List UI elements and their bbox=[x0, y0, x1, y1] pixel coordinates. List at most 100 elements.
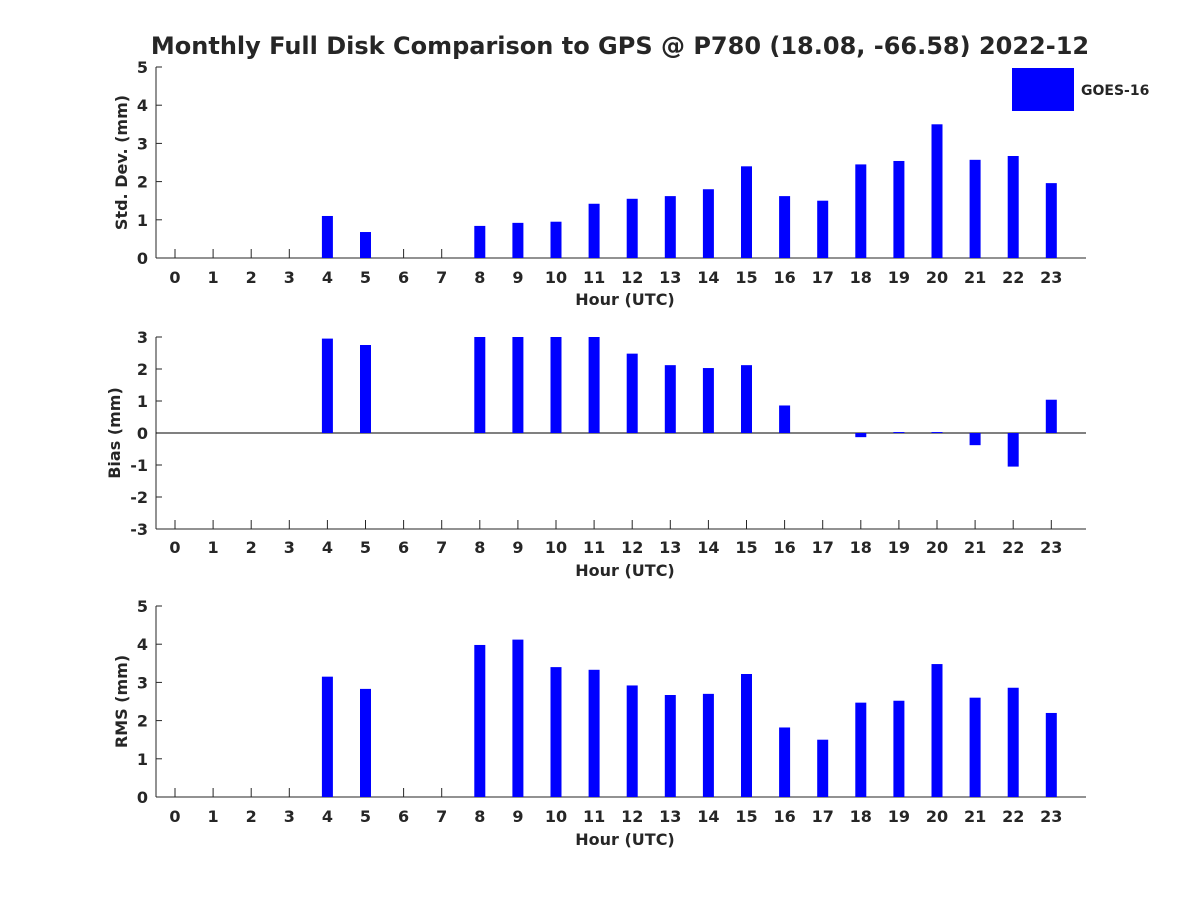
x-tick-label: 5 bbox=[360, 268, 371, 287]
x-tick-label: 18 bbox=[850, 268, 872, 287]
x-tick-label: 8 bbox=[474, 538, 485, 557]
bar-hour-22 bbox=[1007, 687, 1019, 797]
x-tick-label: 7 bbox=[436, 538, 447, 557]
x-tick-label: 10 bbox=[545, 268, 567, 287]
x-tick-label: 13 bbox=[659, 538, 681, 557]
x-tick-label: 3 bbox=[284, 268, 295, 287]
bar-hour-15 bbox=[741, 166, 752, 258]
y-tick-label: 1 bbox=[137, 211, 148, 230]
x-tick-label: 18 bbox=[850, 538, 872, 557]
x-tick-label: 0 bbox=[169, 807, 180, 826]
bar-hour-20 bbox=[931, 124, 943, 258]
legend-swatch-goes-16 bbox=[1012, 68, 1074, 111]
x-tick-label: 6 bbox=[398, 538, 409, 557]
x-tick-label: 15 bbox=[735, 268, 757, 287]
x-tick-label: 21 bbox=[964, 538, 986, 557]
x-tick-label: 2 bbox=[246, 268, 257, 287]
x-tick-label: 4 bbox=[322, 268, 333, 287]
bar-hour-16 bbox=[779, 405, 791, 433]
x-tick-label: 7 bbox=[436, 807, 447, 826]
bar-hour-20 bbox=[931, 664, 943, 797]
bar-hour-15 bbox=[741, 365, 752, 433]
legend-label-goes-16: GOES-16 bbox=[1081, 83, 1149, 99]
bar-hour-12 bbox=[626, 685, 638, 797]
x-tick-label: 20 bbox=[926, 538, 948, 557]
x-tick-label: 2 bbox=[246, 807, 257, 826]
x-tick-label: 3 bbox=[284, 538, 295, 557]
x-tick-label: 9 bbox=[512, 268, 523, 287]
x-axis-label: Hour (UTC) bbox=[575, 561, 675, 580]
y-tick-label: 0 bbox=[137, 424, 148, 443]
bar-hour-9 bbox=[512, 639, 524, 797]
y-tick-label: 1 bbox=[137, 392, 148, 411]
bar-hour-13 bbox=[664, 196, 676, 258]
x-tick-label: 16 bbox=[773, 538, 795, 557]
y-tick-label: 2 bbox=[137, 712, 148, 731]
x-tick-label: 22 bbox=[1002, 807, 1024, 826]
bar-hour-10 bbox=[550, 337, 562, 433]
x-tick-label: 19 bbox=[888, 268, 910, 287]
bar-hour-21 bbox=[969, 697, 981, 797]
bar-hour-13 bbox=[664, 695, 676, 797]
bar-hour-23 bbox=[1045, 183, 1057, 258]
x-tick-label: 5 bbox=[360, 807, 371, 826]
bar-hour-8 bbox=[474, 225, 486, 258]
x-tick-label: 17 bbox=[812, 538, 834, 557]
bar-hour-12 bbox=[626, 198, 638, 258]
x-tick-label: 21 bbox=[964, 268, 986, 287]
bar-hour-5 bbox=[360, 688, 371, 797]
x-tick-label: 1 bbox=[208, 538, 219, 557]
x-tick-label: 0 bbox=[169, 268, 180, 287]
x-tick-label: 0 bbox=[169, 538, 180, 557]
x-tick-label: 4 bbox=[322, 538, 333, 557]
bar-hour-14 bbox=[702, 189, 714, 258]
bar-hour-19 bbox=[893, 700, 905, 797]
x-tick-label: 2 bbox=[246, 538, 257, 557]
bar-hour-5 bbox=[360, 232, 371, 258]
y-tick-label: 3 bbox=[137, 673, 148, 692]
bar-hour-17 bbox=[817, 200, 829, 258]
bar-hour-14 bbox=[702, 693, 714, 797]
x-tick-label: 12 bbox=[621, 807, 643, 826]
x-tick-label: 14 bbox=[697, 268, 719, 287]
bar-hour-14 bbox=[702, 368, 714, 433]
x-tick-label: 16 bbox=[773, 807, 795, 826]
y-tick-label: -3 bbox=[130, 520, 148, 539]
bar-hour-16 bbox=[779, 727, 791, 797]
bar-hour-18 bbox=[855, 164, 867, 258]
x-tick-label: 10 bbox=[545, 538, 567, 557]
bar-hour-15 bbox=[741, 673, 752, 797]
bar-hour-4 bbox=[321, 215, 333, 258]
x-tick-label: 14 bbox=[697, 538, 719, 557]
x-tick-label: 3 bbox=[284, 807, 295, 826]
bar-hour-4 bbox=[321, 676, 333, 797]
bar-hour-4 bbox=[321, 338, 333, 433]
x-tick-label: 12 bbox=[621, 538, 643, 557]
y-tick-label: 2 bbox=[137, 360, 148, 379]
bar-hour-22 bbox=[1007, 156, 1019, 258]
y-tick-label: 1 bbox=[137, 750, 148, 769]
y-tick-label: 4 bbox=[137, 96, 148, 115]
x-tick-label: 17 bbox=[812, 807, 834, 826]
x-tick-label: 6 bbox=[398, 807, 409, 826]
bar-hour-17 bbox=[817, 739, 829, 797]
y-tick-label: 2 bbox=[137, 173, 148, 192]
x-tick-label: 14 bbox=[697, 807, 719, 826]
x-tick-label: 15 bbox=[735, 807, 757, 826]
x-tick-label: 23 bbox=[1040, 538, 1062, 557]
bar-hour-13 bbox=[664, 365, 676, 433]
x-tick-label: 6 bbox=[398, 268, 409, 287]
x-axis-label: Hour (UTC) bbox=[575, 290, 675, 309]
bar-hour-10 bbox=[550, 667, 562, 797]
bar-hour-21 bbox=[969, 433, 981, 446]
x-tick-label: 23 bbox=[1040, 807, 1062, 826]
y-axis-label: Bias (mm) bbox=[105, 387, 124, 479]
x-tick-label: 19 bbox=[888, 538, 910, 557]
bar-hour-19 bbox=[893, 160, 905, 258]
bar-hour-8 bbox=[474, 644, 486, 797]
x-tick-label: 17 bbox=[812, 268, 834, 287]
bar-hour-20 bbox=[931, 432, 943, 434]
x-tick-label: 18 bbox=[850, 807, 872, 826]
